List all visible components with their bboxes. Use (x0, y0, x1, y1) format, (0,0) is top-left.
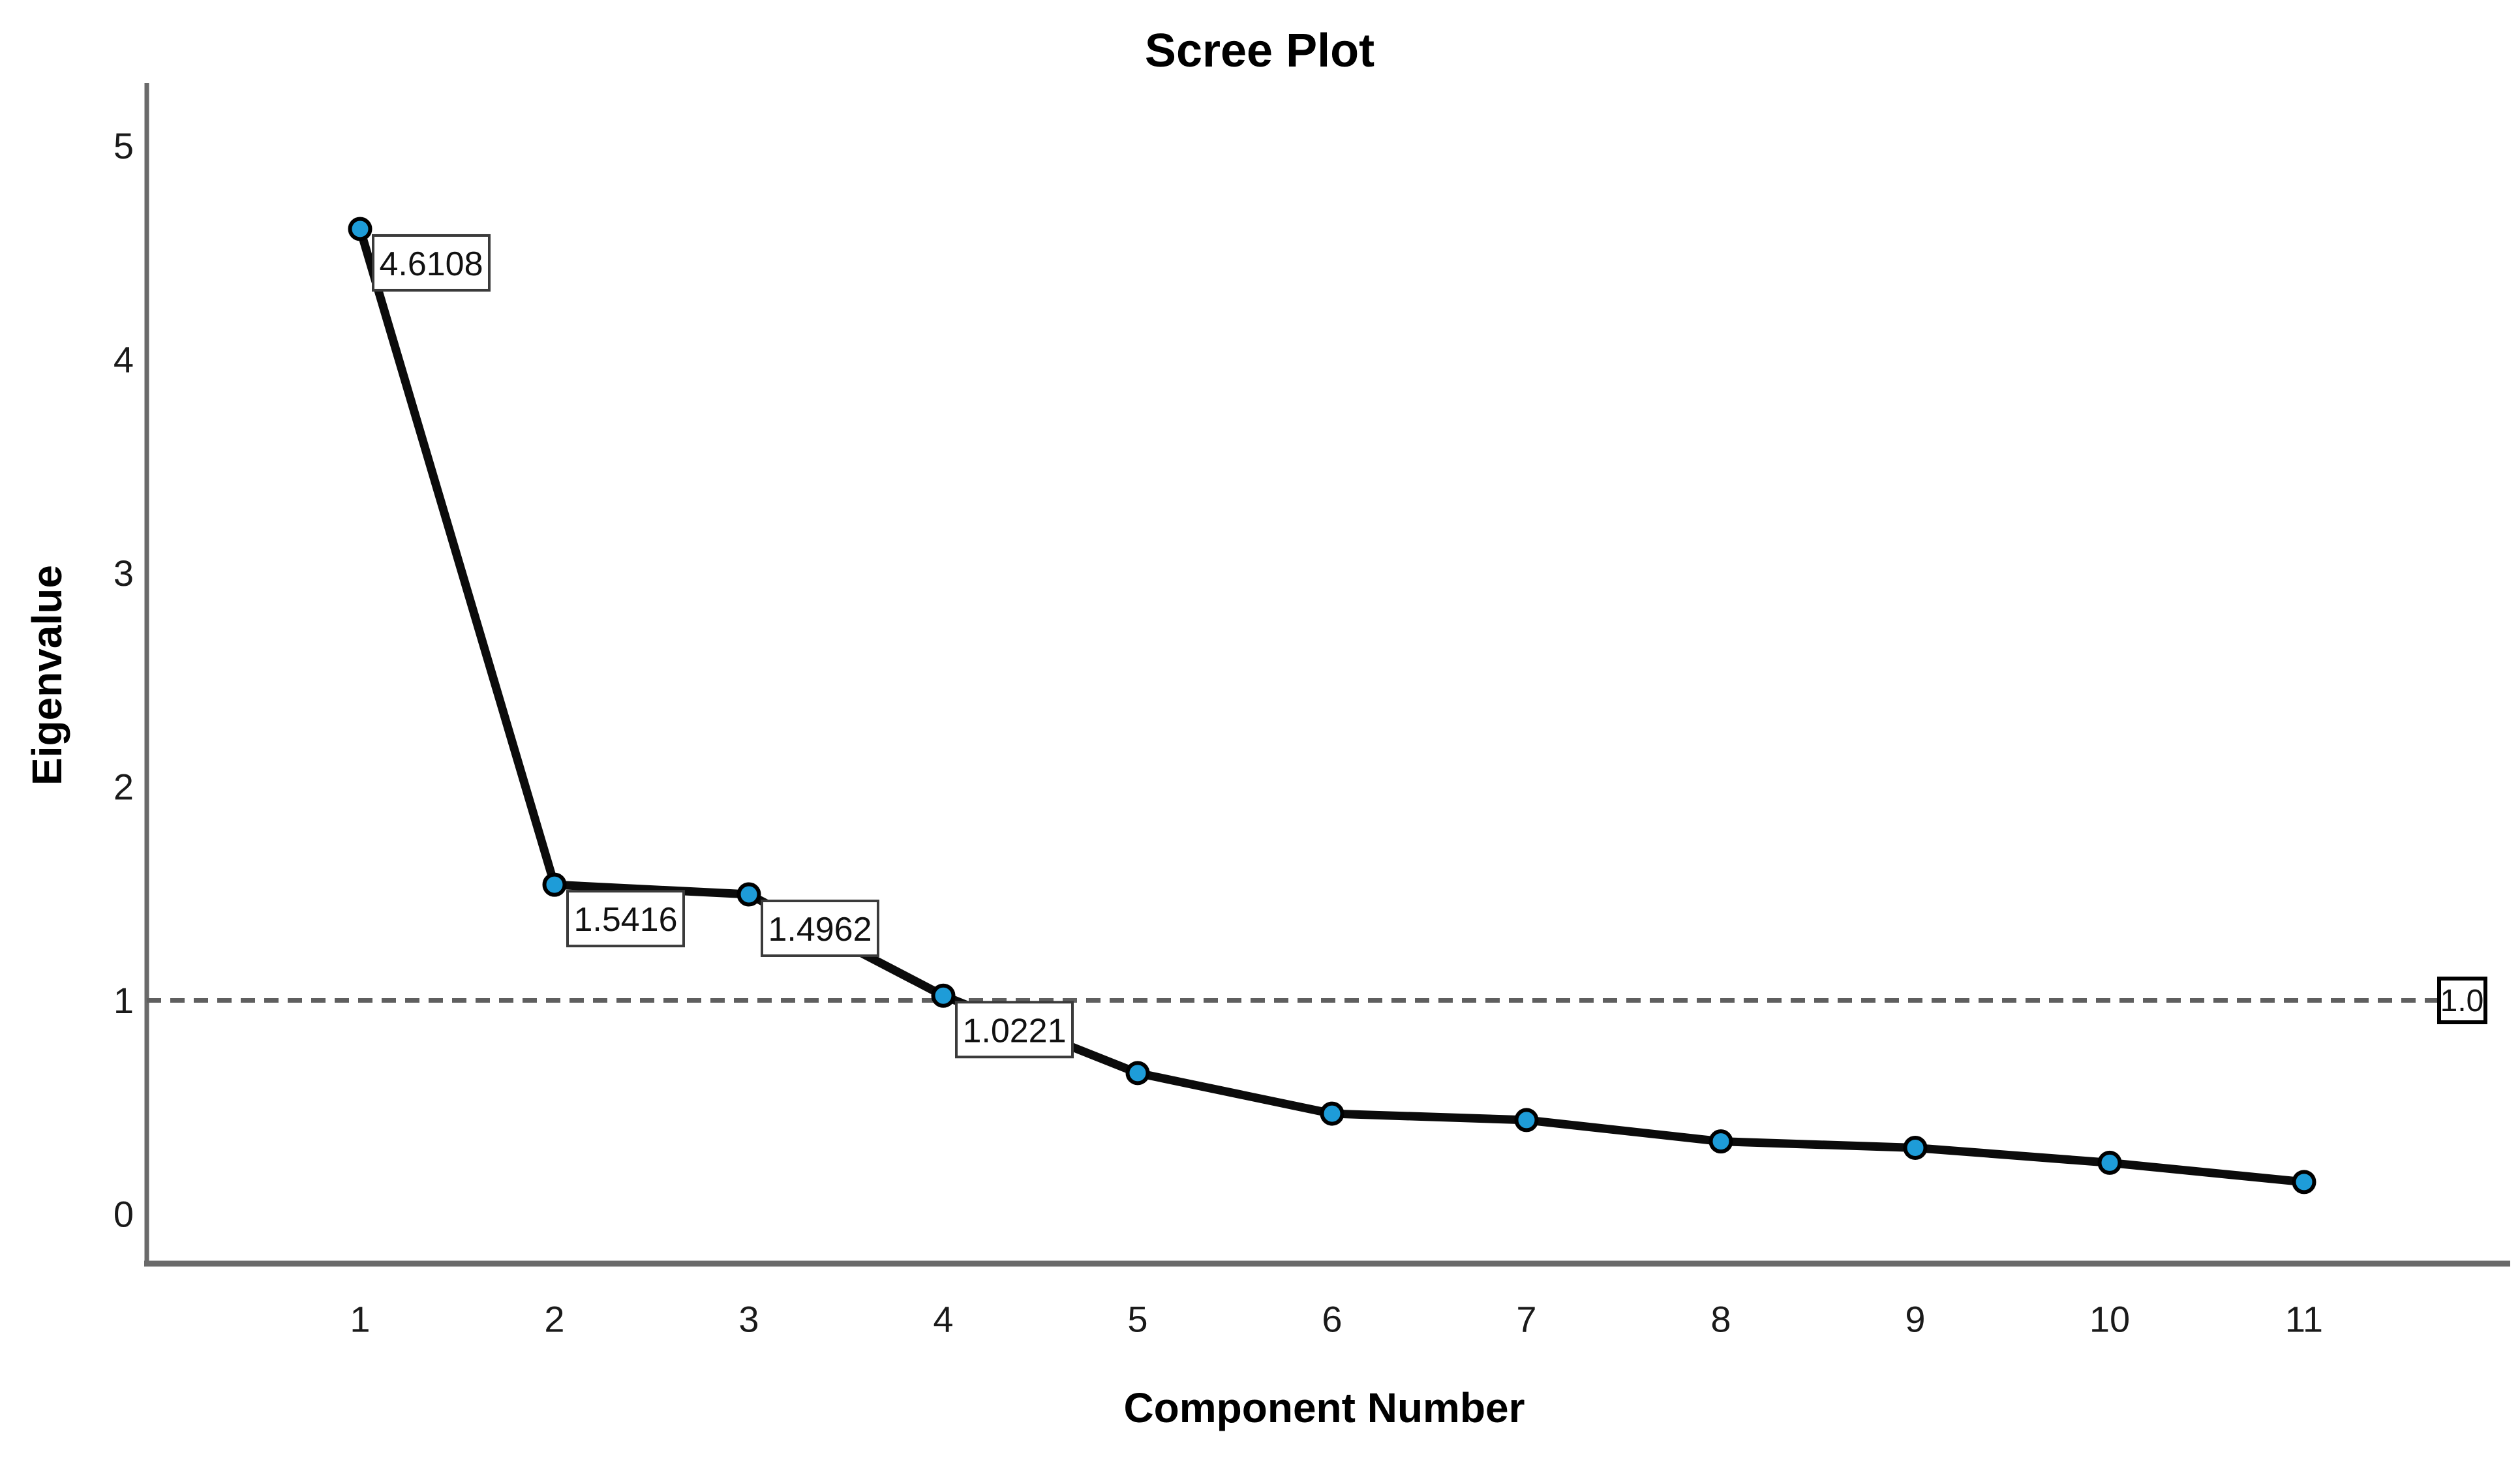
data-point-label-box (372, 234, 491, 292)
data-point-marker (736, 882, 761, 907)
x-axis-tick-label: 5 (1127, 1299, 1147, 1340)
data-point-marker (2097, 1150, 2122, 1175)
y-axis-tick-label: 1 (114, 980, 134, 1021)
data-point-label-box (566, 890, 685, 948)
data-point-label: 1.4962 (768, 911, 872, 949)
data-point-label-box (955, 1001, 1074, 1059)
data-point-label: 1.5416 (573, 901, 677, 939)
x-axis-tick-label: 9 (1905, 1299, 1925, 1340)
x-axis-tick-label: 7 (1516, 1299, 1536, 1340)
data-point-label: 4.6108 (379, 245, 483, 283)
data-point-marker (1903, 1135, 1928, 1160)
data-point-marker (1320, 1101, 1344, 1126)
x-axis-tick-label: 8 (1710, 1299, 1731, 1340)
data-point-marker (2292, 1170, 2316, 1194)
reference-line-label: 1.0 (2440, 984, 2484, 1018)
data-point-marker (1125, 1061, 1150, 1086)
reference-line-label-box (2437, 977, 2487, 1024)
data-point-label: 1.0221 (962, 1012, 1066, 1050)
x-axis-tick-label: 1 (350, 1299, 370, 1340)
y-axis-tick-label: 5 (114, 125, 134, 166)
y-axis-title: Eigenvalue (23, 565, 70, 785)
y-axis-tick-label: 0 (114, 1194, 134, 1235)
x-axis-tick-label: 6 (1322, 1299, 1342, 1340)
data-point-marker (931, 983, 956, 1008)
y-axis-tick-label: 2 (114, 767, 134, 808)
data-point-marker (542, 872, 567, 897)
x-axis-tick-label: 11 (2285, 1299, 2323, 1340)
y-axis-tick-label: 4 (114, 339, 134, 380)
x-axis-tick-label: 4 (933, 1299, 953, 1340)
chart-title: Scree Plot (1144, 25, 1375, 77)
data-point-marker (1514, 1108, 1539, 1133)
y-axis-tick-label: 3 (114, 553, 134, 594)
x-axis-tick-label: 2 (544, 1299, 564, 1340)
data-point-marker (348, 217, 372, 241)
x-axis-title: Component Number (1123, 1384, 1525, 1431)
data-point-marker (1708, 1129, 1733, 1154)
data-point-label-box (761, 899, 879, 957)
eigenvalue-curve (356, 228, 2305, 1187)
x-axis-tick-label: 3 (738, 1299, 759, 1340)
x-axis-tick-label: 10 (2089, 1299, 2130, 1340)
